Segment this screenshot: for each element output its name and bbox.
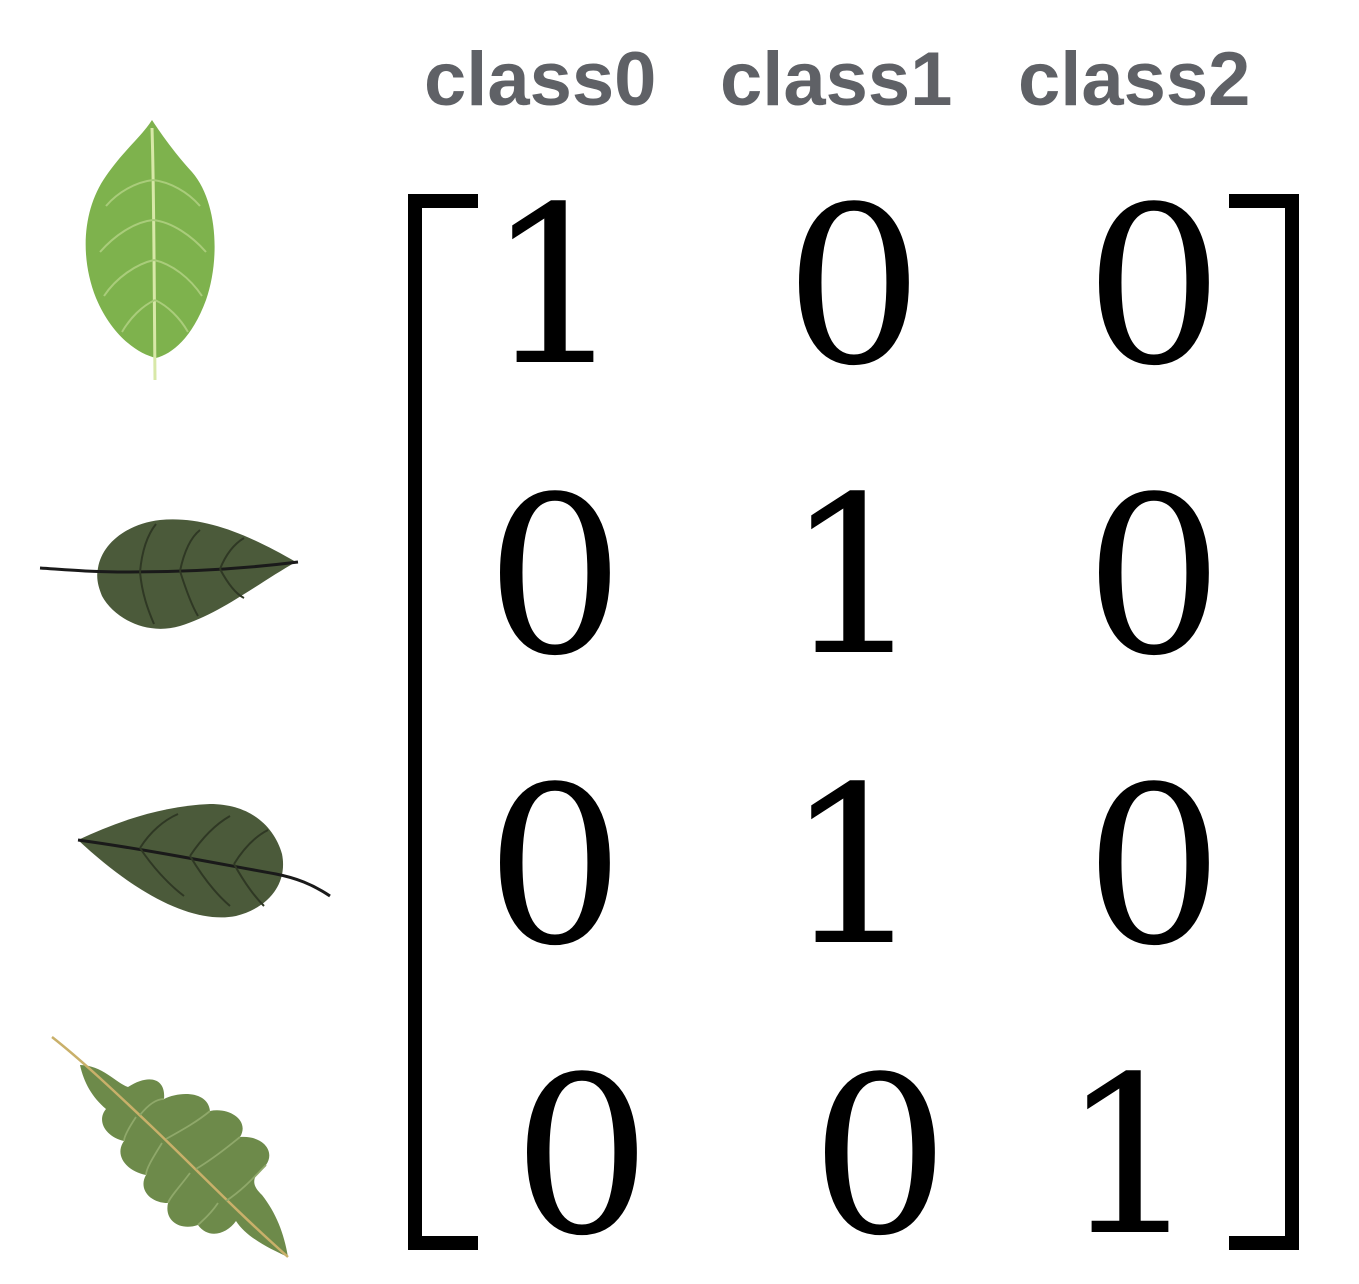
leaf-image-row-3 xyxy=(77,804,331,918)
matrix-cell-r2-c3: 0 xyxy=(1084,451,1224,704)
matrix-left-bracket xyxy=(408,194,478,1250)
leaf-image-row-1 xyxy=(85,120,215,381)
matrix-cell-r1-c2: 0 xyxy=(784,161,924,414)
matrix-cell-r1-c1: 1 xyxy=(485,161,625,414)
leaf-image-row-4 xyxy=(51,1036,289,1258)
matrix-cell-r1-c3: 0 xyxy=(1084,161,1224,414)
matrix-cell-r3-c1: 0 xyxy=(485,741,625,994)
matrix-cell-r4-c3: 1 xyxy=(1060,1031,1200,1284)
matrix-cell-r4-c2: 0 xyxy=(810,1031,950,1284)
matrix-cell-r3-c2: 1 xyxy=(784,741,924,994)
matrix-cell-r3-c3: 0 xyxy=(1084,741,1224,994)
matrix-cell-r4-c1: 0 xyxy=(512,1031,652,1284)
matrix-cell-r2-c2: 1 xyxy=(784,451,924,704)
column-header-class1: class1 xyxy=(720,37,953,122)
matrix-right-bracket xyxy=(1229,194,1299,1250)
column-header-class2: class2 xyxy=(1018,37,1251,122)
matrix-cell-r2-c1: 0 xyxy=(485,451,625,704)
leaf-image-row-2 xyxy=(39,519,299,629)
column-header-class0: class0 xyxy=(424,37,657,122)
